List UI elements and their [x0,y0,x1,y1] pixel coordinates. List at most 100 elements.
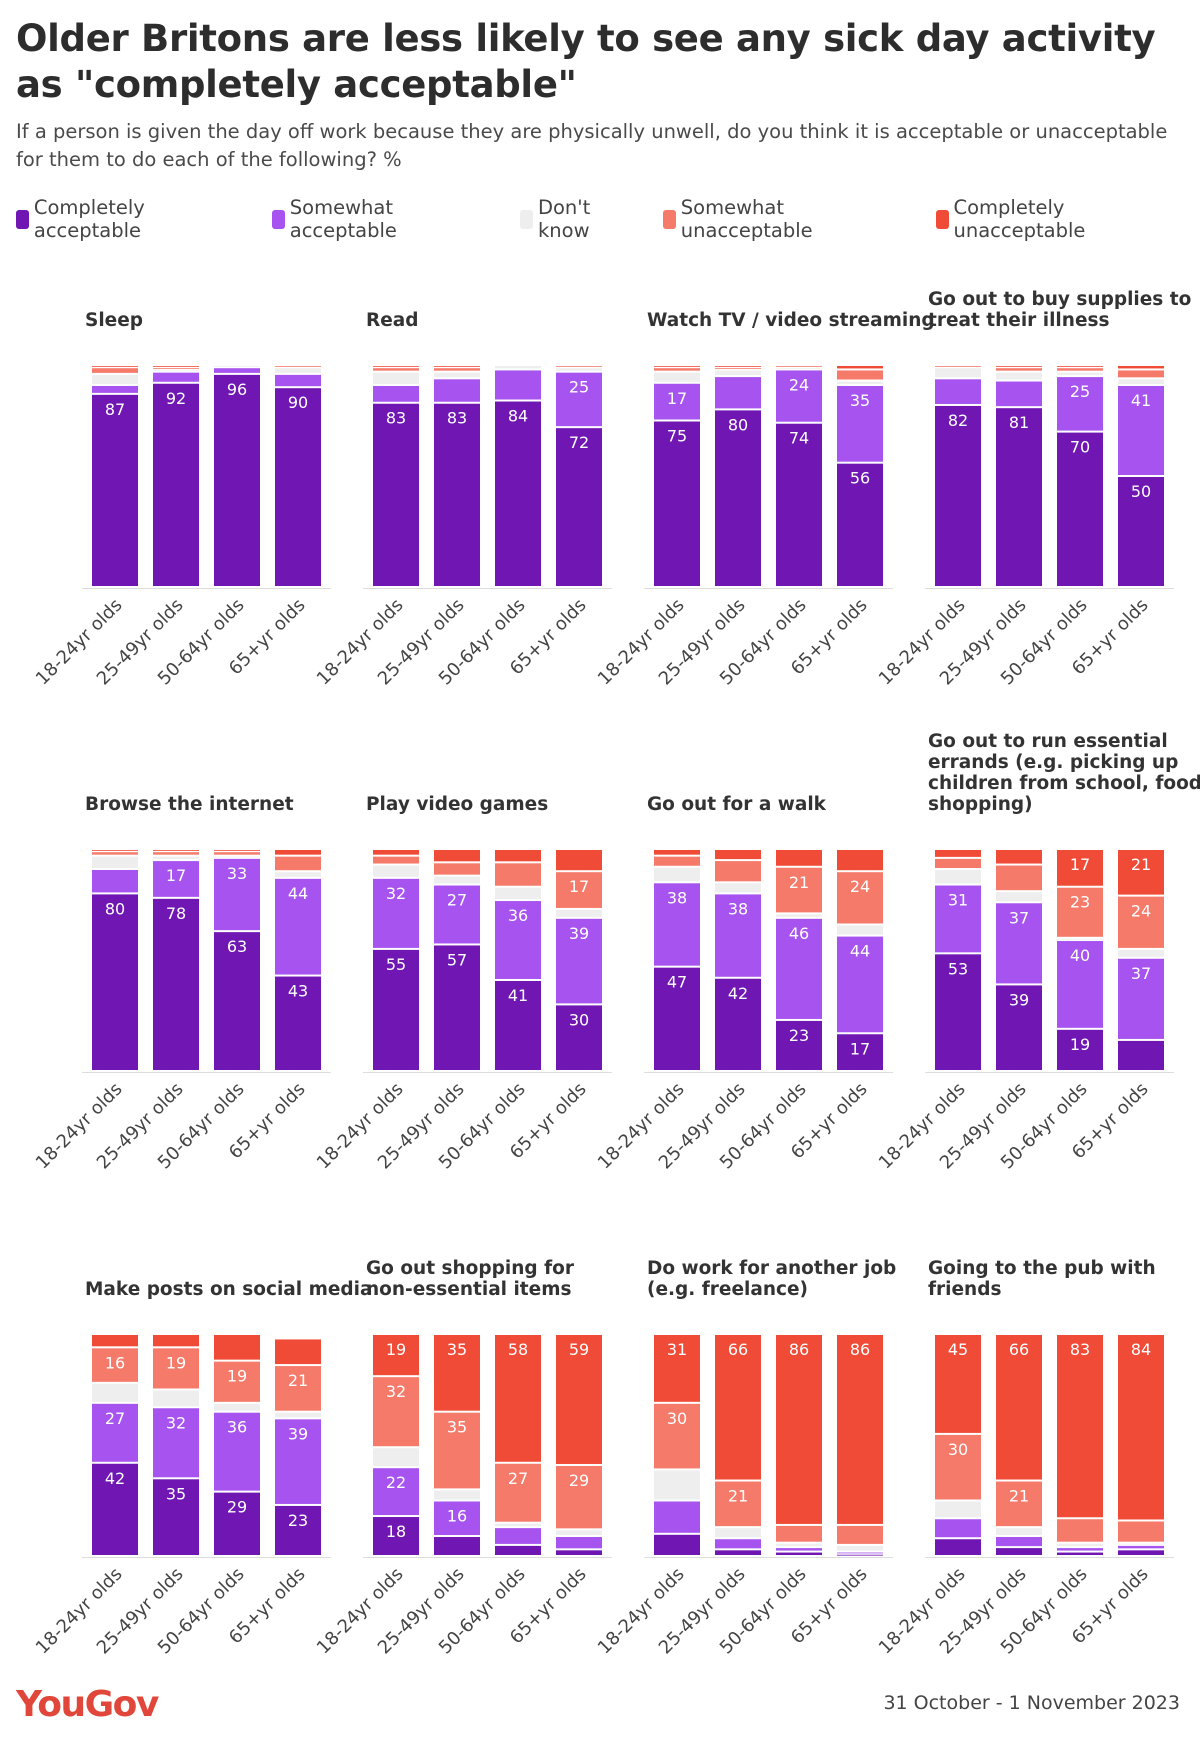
legend: Completely acceptable Somewhat acceptabl… [16,196,1200,242]
bar-segment [495,863,541,886]
bar-value-label: 75 [667,427,687,446]
bar-segment [776,370,822,422]
bar-segment [935,1335,981,1433]
bar-segment [214,1492,260,1555]
bar-segment [556,372,602,427]
bar-value-label: 72 [569,433,589,452]
bar-value-label: 41 [508,986,528,1005]
bar-value-label: 83 [447,409,467,428]
bar-segment [92,1335,138,1347]
bar-value-label: 38 [667,888,687,907]
bar-segment [92,852,138,855]
bar-value-label: 30 [667,1409,687,1428]
bar-segment [214,850,260,851]
bar-segment [654,1501,700,1533]
bar-segment [556,1005,602,1070]
bar-segment [1057,1029,1103,1070]
bar-segment [996,865,1042,891]
bar-segment [935,379,981,404]
bar-segment [153,372,199,382]
bar-segment [776,423,822,586]
bar-segment [1118,949,1164,957]
bar-segment [556,1530,602,1536]
bar-segment [153,856,199,860]
bar-value-label: 44 [288,884,308,903]
bar-segment [275,856,321,871]
bar-segment [1118,1543,1164,1545]
bar-segment [837,1545,883,1551]
bar-segment [715,861,761,882]
bar-segment [1057,377,1103,431]
bar-segment [935,869,981,884]
bar-segment [1118,370,1164,378]
bar-segment [1057,1548,1103,1551]
legend-label: Don't know [537,196,591,242]
bar-segment [434,876,480,884]
bar-segment [275,388,321,586]
bar-segment [837,925,883,935]
bar-segment [1118,385,1164,475]
bar-segment [92,856,138,868]
bar-segment [837,1552,883,1554]
bar-segment [153,898,199,1070]
bar-segment [495,901,541,979]
bar-segment [495,366,541,369]
bar-segment [1118,850,1164,895]
panel-title: Do work for another job [647,1258,896,1279]
bar-segment [837,850,883,871]
panel-title: Make posts on social media [85,1279,372,1300]
bar-value-label: 96 [227,380,247,399]
legend-swatch [271,209,285,229]
bar-value-label: 32 [166,1413,186,1432]
legend-swatch [662,209,676,229]
bar-value-label: 25 [1070,382,1090,401]
bar-segment [837,385,883,462]
bar-segment [654,856,700,866]
legend-label: Somewhat unacceptable [680,196,813,242]
legend-swatch [16,209,29,229]
bar-segment [556,1550,602,1555]
bar-value-label: 30 [569,1010,589,1029]
bar-segment [1057,368,1103,371]
bar-value-label: 27 [105,1409,125,1428]
bar-segment [434,366,480,367]
bar-segment [495,1523,541,1527]
bar-segment [996,1548,1042,1555]
bar-value-label: 83 [1070,1340,1090,1359]
bar-segment [715,883,761,893]
bar-value-label: 19 [227,1367,247,1386]
bar-segment [153,383,199,586]
bar-segment [715,366,761,367]
bar-segment [434,368,480,371]
bar-segment [214,852,260,855]
bar-segment [996,903,1042,984]
bar-value-label: 57 [447,950,467,969]
bar-segment [837,936,883,1033]
bar-segment [556,1465,602,1529]
bar-value-label: 16 [447,1507,467,1526]
bar-value-label: 92 [166,389,186,408]
bar-segment [495,980,541,1070]
bar-segment [1057,366,1103,367]
bar-segment [214,1403,260,1411]
legend-label: Completely unacceptable [953,196,1086,242]
bar-segment [495,887,541,900]
bar-segment [373,878,419,948]
bar-value-label: 17 [569,877,589,896]
bar-segment [1118,366,1164,369]
fieldwork-date: 31 October - 1 November 2023 [883,1692,1180,1714]
bar-value-label: 31 [948,891,968,910]
bar-segment [935,1519,981,1538]
bar-segment [837,1034,883,1070]
panel-title: Go out shopping for [366,1258,575,1279]
bar-segment [373,1335,419,1376]
bar-segment [996,1528,1042,1536]
bar-value-label: 30 [948,1440,968,1459]
bar-segment [373,1448,419,1467]
bar-segment [654,867,700,882]
bar-value-label: 66 [728,1340,748,1359]
bar-segment [654,850,700,855]
